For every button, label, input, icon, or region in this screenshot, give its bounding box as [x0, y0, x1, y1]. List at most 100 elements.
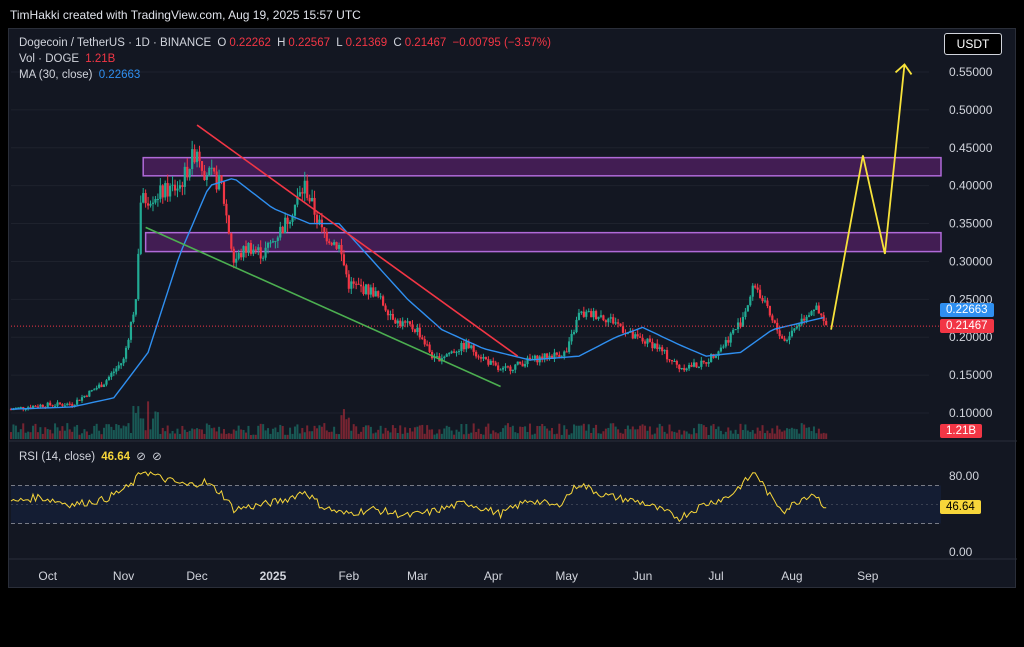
volume-bar — [107, 424, 110, 439]
volume-bar — [296, 424, 299, 439]
y-tick-label: 0.30000 — [949, 254, 993, 268]
volume-bar — [122, 425, 125, 439]
candle-body — [264, 247, 267, 258]
volume-bar — [754, 433, 757, 439]
volume-bar — [658, 423, 661, 439]
volume-bar — [521, 426, 524, 439]
volume-bar — [700, 424, 703, 439]
candle-body — [489, 360, 492, 365]
volume-bar — [139, 418, 142, 439]
candle-body — [78, 399, 81, 401]
candle-body — [191, 149, 194, 170]
volume-bar — [418, 425, 421, 439]
candle-body — [426, 344, 429, 346]
volume-bar — [225, 433, 228, 439]
volume-bar — [416, 426, 419, 439]
candle-body — [604, 320, 607, 323]
volume-bar — [528, 423, 531, 439]
x-tick-label: May — [555, 569, 578, 583]
volume-bar — [271, 428, 274, 439]
volume-bar — [34, 423, 37, 439]
volume-bar — [433, 434, 436, 439]
candle-body — [169, 185, 172, 197]
candle-body — [347, 274, 350, 289]
volume-bar — [78, 434, 81, 439]
candle-body — [653, 343, 656, 349]
volume-bar — [509, 427, 512, 439]
volume-bar — [595, 424, 598, 439]
open-value: 0.22262 — [229, 37, 271, 49]
volume-bar — [85, 431, 88, 439]
candle-body — [594, 311, 598, 320]
price-chart-svg[interactable]: 0.55000 0.50000 0.45000 0.40000 0.35000 0.300… — [9, 29, 1017, 589]
volume-bar — [570, 433, 573, 439]
candle-body — [178, 185, 182, 189]
candle-body — [722, 346, 725, 348]
volume-bar — [746, 430, 749, 439]
candle-body — [462, 342, 465, 350]
candle-body — [247, 242, 250, 253]
volume-bar — [159, 433, 162, 439]
candle-body — [783, 338, 786, 341]
candle-body — [587, 311, 590, 313]
volume-bar — [759, 430, 762, 439]
volume-bar — [467, 433, 470, 439]
candle-body — [631, 331, 634, 339]
candle-body — [259, 247, 262, 259]
volume-bar — [776, 425, 779, 439]
volume-bar — [352, 424, 355, 439]
candle-body — [63, 405, 66, 407]
candle-body — [501, 367, 505, 370]
currency-button[interactable]: USDT — [944, 33, 1002, 55]
volume-bar — [568, 434, 571, 439]
candle-body — [313, 197, 316, 215]
volume-bar — [364, 425, 367, 439]
volume-bar — [803, 424, 806, 439]
volume-bar — [771, 428, 774, 439]
candle-body — [308, 197, 311, 202]
volume-bar — [406, 432, 409, 439]
candle-body — [607, 318, 610, 323]
candle-body — [293, 204, 297, 216]
volume-bar — [293, 426, 296, 439]
volume-bar — [812, 426, 815, 439]
volume-bar — [504, 425, 507, 439]
candle-body — [9, 409, 13, 411]
candle-body — [333, 242, 336, 245]
chart-panel[interactable]: 0.55000 0.50000 0.45000 0.40000 0.35000 0.300… — [8, 28, 1017, 589]
volume-bar — [316, 428, 318, 439]
volume-bar — [181, 425, 184, 439]
candle-body — [51, 405, 54, 407]
candle-body — [41, 404, 44, 408]
volume-bar — [151, 418, 154, 439]
volume-bar — [477, 428, 480, 439]
volume-bar — [401, 433, 404, 439]
volume-bar — [592, 427, 595, 439]
candle-body — [590, 311, 593, 318]
top-bar: TimHakki created with TradingView.com, A… — [0, 0, 1024, 30]
ma-label: MA (30, close) — [19, 69, 93, 81]
y-tick-label: 0.10000 — [949, 406, 993, 420]
volume-bar — [421, 424, 424, 439]
candle-body — [377, 291, 380, 297]
resistance-zone-lower — [144, 231, 942, 253]
candle-body — [695, 362, 698, 368]
candle-body — [144, 193, 147, 204]
candle-body — [807, 315, 811, 317]
volume-bar — [32, 425, 35, 439]
x-tick-label: Jun — [633, 569, 652, 583]
candle-body — [240, 253, 243, 258]
volume-bar — [768, 433, 771, 439]
candle-body — [568, 341, 571, 352]
candle-body — [53, 405, 57, 407]
candle-body — [291, 215, 294, 222]
eye-off-icon[interactable]: ⊘ — [136, 451, 146, 463]
volume-bar — [115, 424, 118, 439]
volume-bar — [722, 434, 725, 439]
volume-bar — [411, 431, 414, 439]
candle-body — [36, 406, 40, 408]
volume-bar — [639, 425, 642, 439]
volume-bar — [51, 433, 54, 439]
volume-bar — [810, 431, 813, 439]
eye-off-icon-2[interactable]: ⊘ — [152, 451, 162, 463]
